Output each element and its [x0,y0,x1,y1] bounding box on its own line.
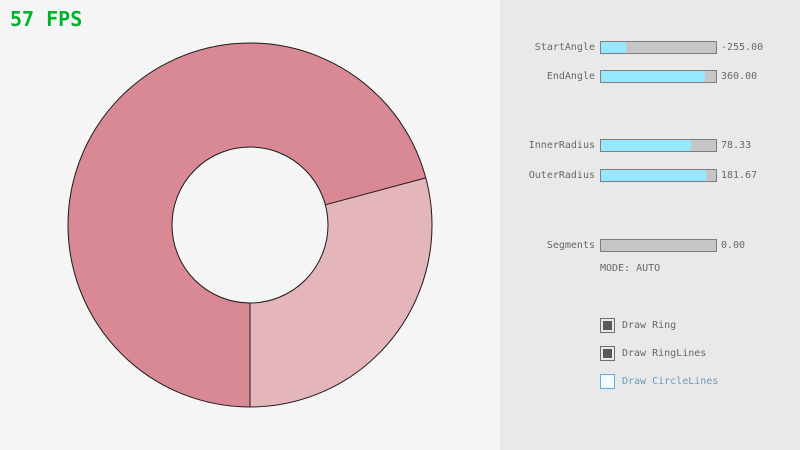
segments-mode-label: MODE: AUTO [600,263,661,274]
segments-label: Segments [546,240,595,251]
start-angle-row: StartAngle -255.00 [500,41,800,54]
outer-radius-slider[interactable] [600,169,717,182]
draw-ringlines-row: Draw RingLines [600,346,800,361]
end-angle-slider[interactable] [600,70,717,83]
start-angle-value: -255.00 [721,42,764,53]
ring-start-boundary-line [325,177,426,206]
outer-radius-value: 181.67 [721,170,758,181]
draw-ring-label: Draw Ring [622,320,677,331]
segments-slider[interactable] [600,239,717,252]
checkbox-check-icon [603,321,612,330]
draw-circlelines-checkbox[interactable] [600,374,615,389]
outer-radius-slider-fill [601,170,706,181]
fps-counter: 57 FPS [10,7,83,31]
ring-light-sector [250,177,433,407]
draw-ringlines-checkbox[interactable] [600,346,615,361]
inner-radius-value: 78.33 [721,140,752,151]
start-angle-slider[interactable] [600,41,717,54]
draw-ring-row: Draw Ring [600,318,800,333]
inner-radius-row: InnerRadius 78.33 [500,139,800,152]
draw-ringlines-label: Draw RingLines [622,348,707,359]
ring-inner-outline [171,146,329,304]
segments-row: Segments 0.00 [500,239,800,252]
ring-canvas [67,42,433,408]
ring-dark-sector [68,43,426,408]
end-angle-slider-fill [601,71,705,82]
inner-radius-slider-fill [601,140,691,151]
start-angle-slider-fill [601,42,627,53]
start-angle-label: StartAngle [534,42,595,53]
draw-ring-checkbox[interactable] [600,318,615,333]
draw-circlelines-row: Draw CircleLines [600,374,800,389]
outer-radius-row: OuterRadius 181.67 [500,169,800,182]
draw-circlelines-label: Draw CircleLines [622,376,719,387]
inner-radius-slider[interactable] [600,139,717,152]
inner-radius-label: InnerRadius [528,140,595,151]
settings-panel: StartAngle -255.00 EndAngle 360.00 Inner… [500,0,800,450]
checkbox-check-icon [603,349,612,358]
end-angle-value: 360.00 [721,71,758,82]
end-angle-row: EndAngle 360.00 [500,70,800,83]
segments-value: 0.00 [721,240,746,251]
end-angle-label: EndAngle [546,71,595,82]
outer-radius-label: OuterRadius [528,170,595,181]
